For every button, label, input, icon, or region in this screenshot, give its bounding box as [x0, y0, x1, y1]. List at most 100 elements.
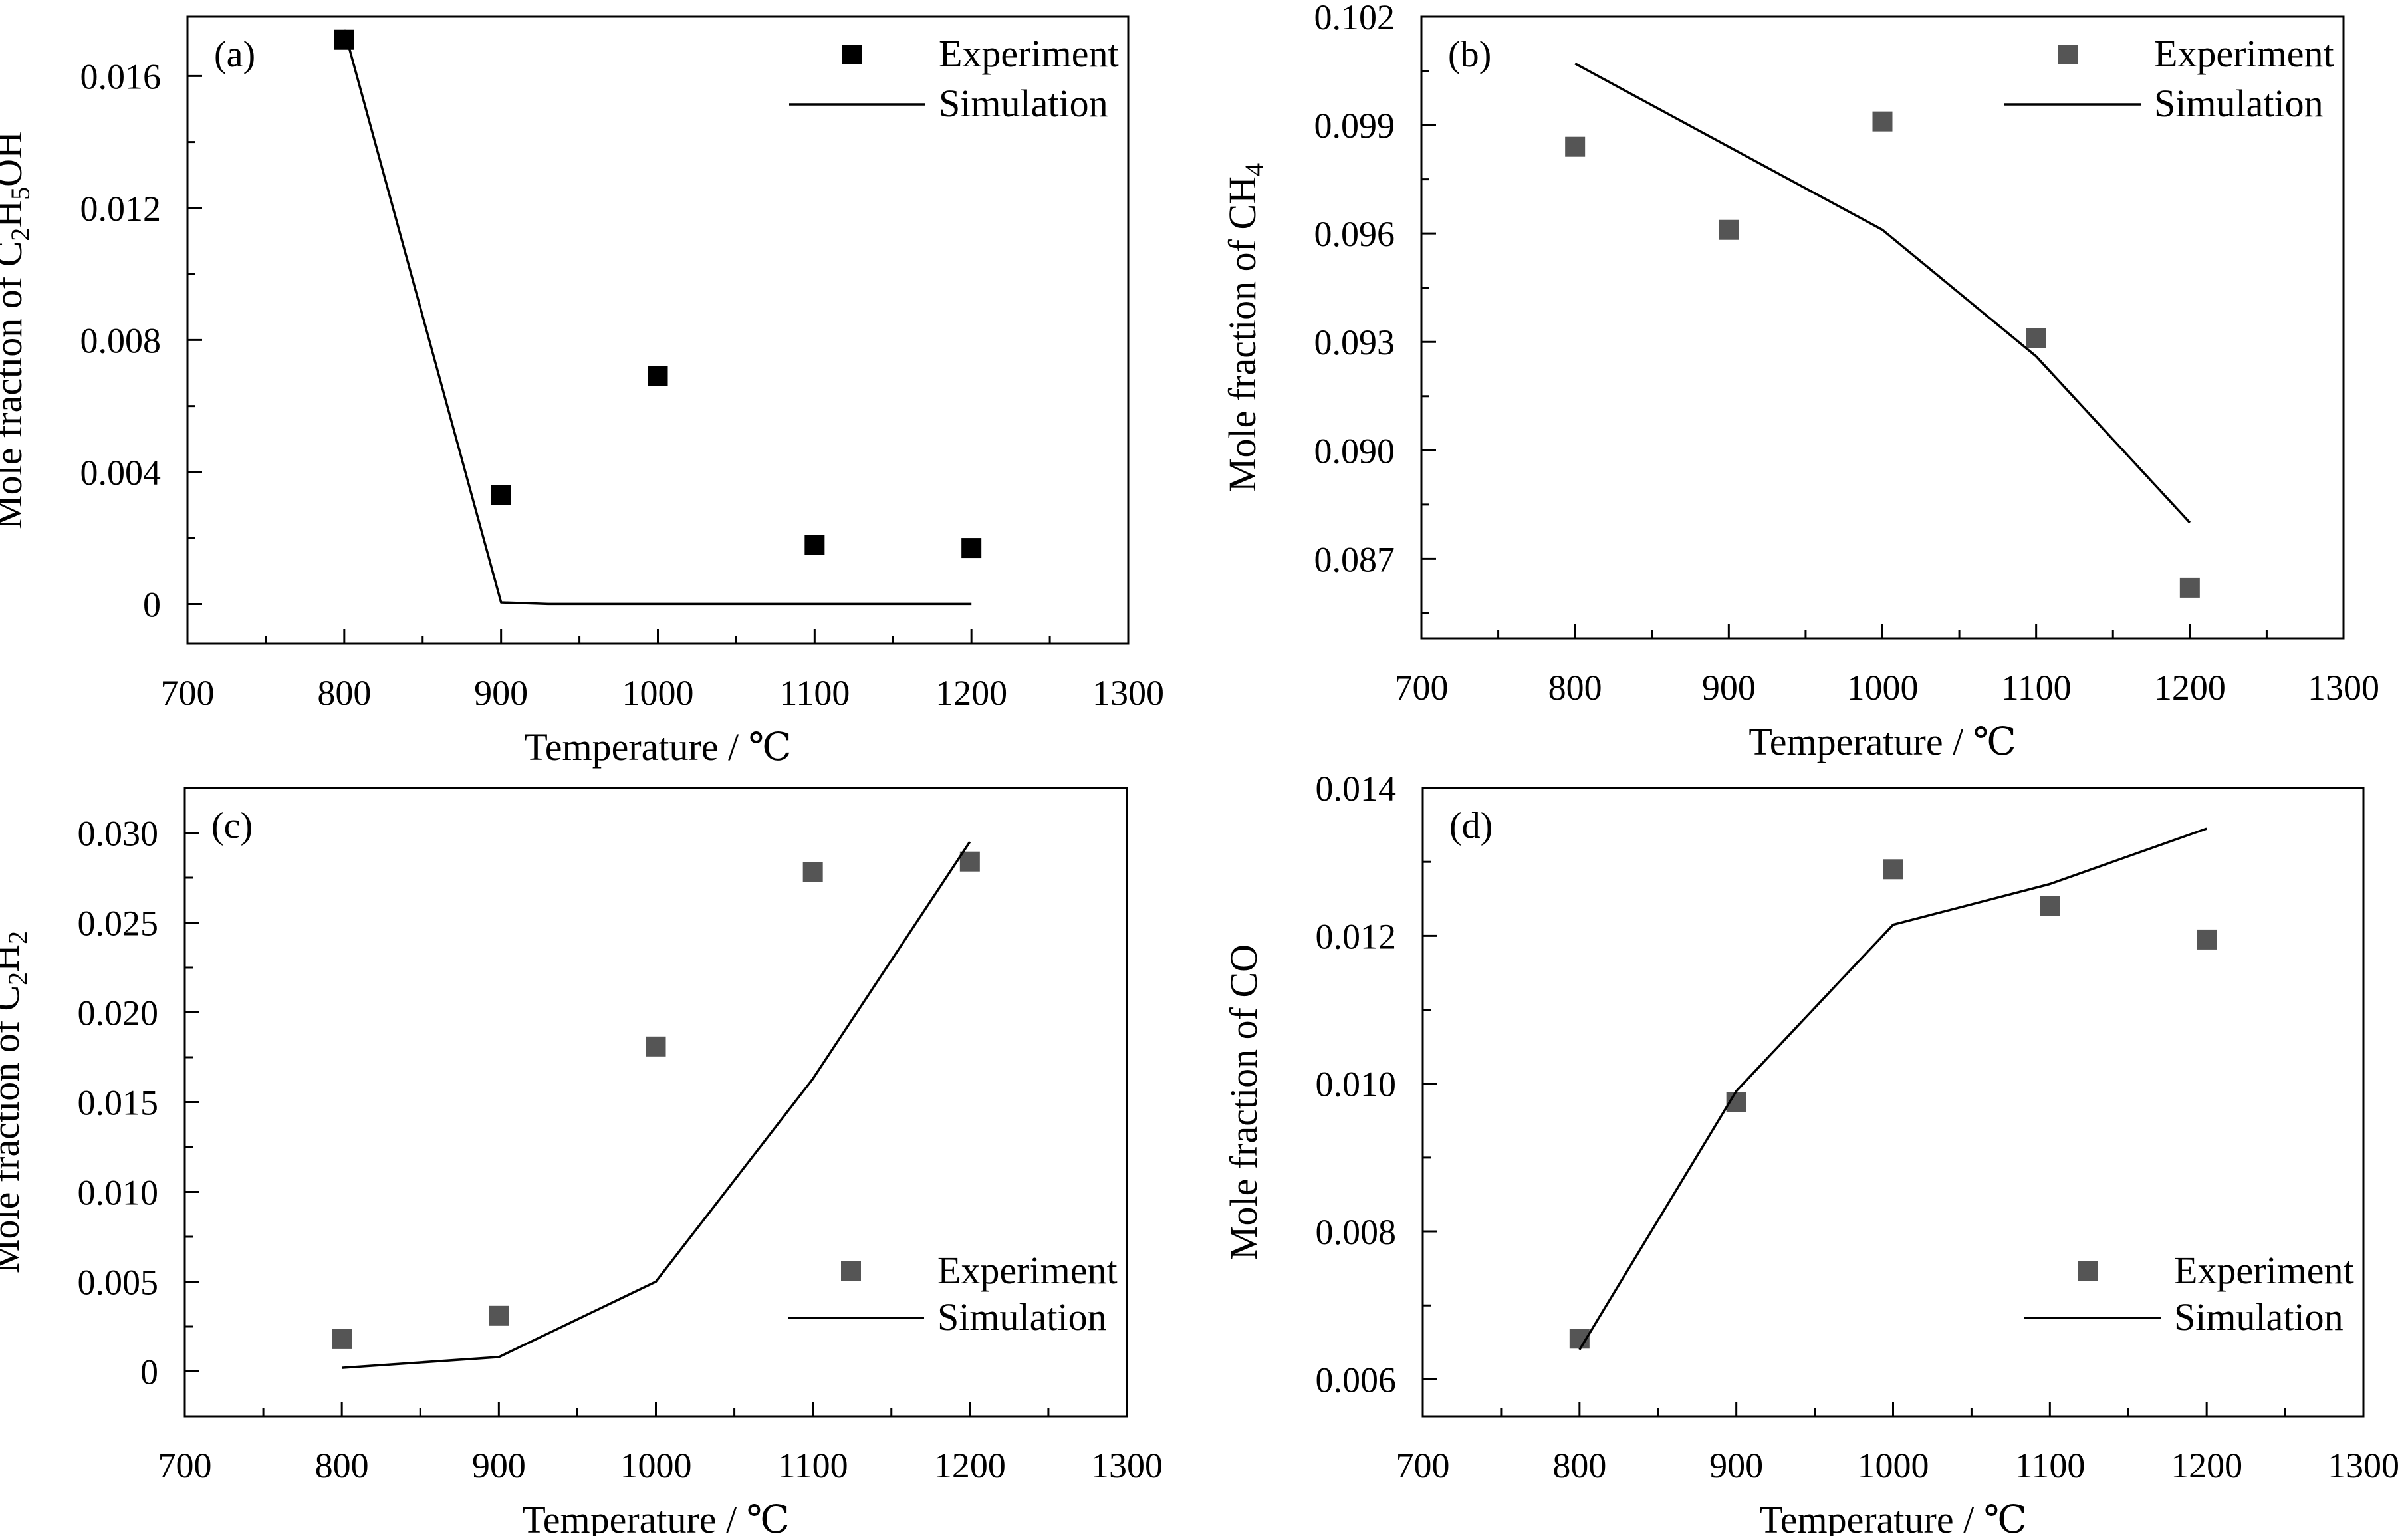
legend-experiment-label: Experiment: [2154, 32, 2334, 75]
y-axis-label-part: Mole fraction of CH: [1221, 176, 1264, 492]
experiment-point: [491, 485, 511, 505]
experiment-point: [648, 366, 668, 386]
experiment-point: [2197, 929, 2217, 950]
y-axis-label-part: OH: [0, 131, 30, 187]
y-tick-label: 0.012: [1316, 916, 1397, 956]
x-axis-label: Temperature / ℃: [1748, 720, 2016, 763]
legend-simulation-label: Simulation: [937, 1295, 1107, 1339]
y-axis-label-part: H: [0, 200, 30, 228]
y-tick-label: 0.006: [1316, 1360, 1397, 1400]
x-tick-label: 800: [1548, 668, 1602, 707]
experiment-point: [802, 862, 823, 882]
y-tick-label: 0.099: [1314, 106, 1395, 146]
y-axis-label: Mole fraction of C2H5OH: [0, 131, 35, 529]
y-tick-label: 0.012: [80, 189, 162, 229]
x-tick-label: 700: [1396, 1446, 1450, 1485]
y-tick-label: 0.008: [80, 320, 162, 360]
x-tick-label: 1100: [778, 1446, 848, 1485]
x-tick-label: 1200: [2171, 1446, 2242, 1485]
y-tick-label: 0.090: [1314, 431, 1395, 471]
y-tick-label: 0.015: [78, 1083, 159, 1123]
x-tick-label: 1200: [935, 673, 1007, 713]
simulation-line: [1578, 827, 2207, 1350]
x-tick-label: 1200: [934, 1446, 1006, 1485]
y-axis-label: Mole fraction of C2H2: [0, 931, 33, 1273]
y-axis-label-part: 2: [5, 228, 35, 241]
x-tick-label: 1300: [2328, 1446, 2399, 1485]
simulation-line: [343, 29, 972, 606]
y-axis-label-part: Mole fraction of CO: [1222, 944, 1265, 1260]
y-axis-label-part: H: [0, 944, 27, 972]
panel-label: (c): [211, 805, 253, 846]
legend-simulation-label: Simulation: [2154, 82, 2324, 125]
y-axis-label-part: Mole fraction of C: [0, 241, 30, 529]
legend-experiment-marker: [842, 45, 862, 64]
simulation-line: [342, 841, 971, 1369]
y-axis-label-part: 5: [5, 187, 35, 200]
legend-experiment-marker: [2058, 45, 2078, 64]
y-tick-label: 0: [140, 1352, 158, 1392]
x-tick-label: 1000: [1847, 668, 1919, 707]
experiment-point: [1883, 859, 1903, 880]
x-tick-label: 900: [1702, 668, 1756, 707]
experiment-point: [332, 1329, 352, 1349]
experiment-point: [959, 851, 980, 872]
x-tick-label: 1100: [2014, 1446, 2085, 1485]
chart-panel-d: 700 800 900 1000 1100 1200 1300 0.006 0.008 0.010…: [1222, 769, 2399, 1536]
experiment-point: [1719, 219, 1739, 240]
experiment-point: [489, 1305, 509, 1326]
legend-experiment-marker: [841, 1261, 861, 1281]
experiment-point: [804, 535, 825, 555]
y-tick-label: 0.020: [78, 993, 159, 1033]
legend-experiment-label: Experiment: [2174, 1249, 2354, 1292]
experiment-point: [646, 1036, 666, 1057]
y-tick-label: 0.087: [1314, 539, 1395, 579]
x-tick-label: 900: [472, 1446, 526, 1485]
x-tick-label: 1000: [620, 1446, 692, 1485]
x-tick-label: 900: [1709, 1446, 1763, 1485]
experiment-point: [961, 538, 982, 559]
chart-panel-c: 700 800 900 1000 1100 1200 1300 0 0.005 0.010 0.01…: [0, 787, 1163, 1536]
experiment-point: [2179, 577, 2200, 598]
x-tick-label: 700: [158, 1446, 212, 1485]
x-tick-label: 800: [317, 673, 371, 713]
legend-experiment-marker: [2078, 1261, 2098, 1281]
x-tick-label: 1000: [622, 673, 694, 713]
y-tick-label: 0.008: [1316, 1212, 1397, 1252]
y-axis-label-part: 4: [1239, 163, 1269, 176]
y-axis-label-part: 2: [3, 972, 33, 985]
legend-experiment-label: Experiment: [939, 32, 1119, 75]
x-axis-label: Temperature / ℃: [524, 725, 791, 769]
x-tick-label: 1300: [1092, 673, 1164, 713]
y-tick-label: 0.093: [1314, 322, 1395, 362]
legend-experiment-label: Experiment: [937, 1249, 1118, 1292]
experiment-point: [2040, 896, 2060, 916]
x-tick-label: 1200: [2154, 668, 2226, 707]
x-tick-label: 1300: [2308, 668, 2379, 707]
y-axis-label-part: Mole fraction of C: [0, 985, 27, 1273]
x-tick-label: 700: [1395, 668, 1449, 707]
legend-simulation-label: Simulation: [2174, 1295, 2344, 1339]
x-tick-label: 1100: [779, 673, 850, 713]
x-axis-label: Temperature / ℃: [1759, 1498, 2026, 1536]
y-tick-label: 0.014: [1316, 769, 1397, 809]
x-tick-label: 1300: [1091, 1446, 1163, 1485]
y-tick-label: 0.016: [80, 57, 162, 96]
x-tick-label: 1100: [2001, 668, 2072, 707]
x-tick-label: 800: [315, 1446, 369, 1485]
y-tick-label: 0.096: [1314, 214, 1395, 254]
y-axis-label: Mole fraction of CH4: [1221, 163, 1269, 492]
x-axis-label: Temperature / ℃: [522, 1498, 789, 1536]
x-tick-label: 800: [1552, 1446, 1606, 1485]
y-tick-label: 0.010: [1316, 1065, 1397, 1104]
panel-label: (b): [1448, 34, 1491, 75]
chart-panel-b: 700 800 900 1000 1100 1200 1300 0.087 0.090 0.093…: [1221, 0, 2379, 763]
y-tick-label: 0.030: [78, 814, 159, 854]
y-axis-label-part: 2: [3, 931, 33, 944]
panel-label: (a): [214, 34, 255, 75]
x-tick-label: 1000: [1858, 1446, 1929, 1485]
y-tick-label: 0.102: [1314, 0, 1395, 37]
y-tick-label: 0.004: [80, 453, 162, 493]
experiment-point: [2026, 328, 2046, 348]
